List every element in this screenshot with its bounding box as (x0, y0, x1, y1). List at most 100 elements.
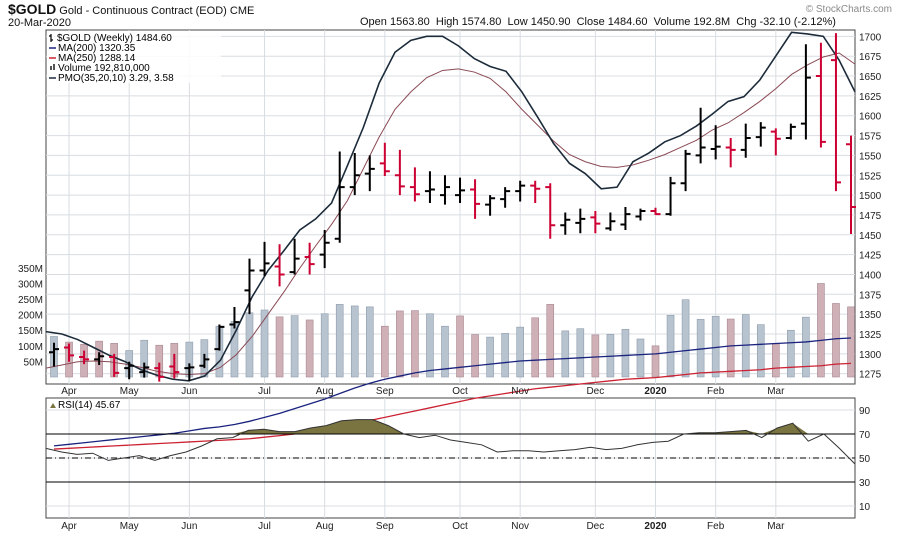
volume-axis-label: 300M (18, 279, 43, 290)
volume-value: 192.8M (693, 16, 731, 28)
ohlc-bar (770, 128, 781, 156)
price-tick-label: 1500 (859, 191, 882, 202)
price-x-tick-label: Dec (586, 386, 604, 397)
ohlc-bar (800, 44, 811, 140)
rsi-x-tick-label: Mar (767, 521, 785, 532)
rsi-x-tick-label: Feb (707, 521, 725, 532)
ohlc-bar (64, 343, 75, 362)
volume-bar (726, 318, 735, 378)
volume-bar (666, 314, 675, 378)
price-tick-label: 1700 (859, 32, 882, 43)
ohlc-bar (124, 361, 135, 380)
rsi-x-tick-label: Sep (376, 521, 394, 532)
ohlc-bar (289, 238, 300, 275)
ohlc-bar (184, 363, 195, 381)
volume-bar (305, 319, 314, 378)
pmo-line (45, 31, 856, 382)
price-tick-label: 1675 (859, 52, 882, 63)
rsi-legend-icon (50, 403, 56, 408)
volume-bar (576, 328, 585, 378)
low-label: Low (507, 16, 528, 28)
legend-volume: Volume 192,810,000 (58, 63, 150, 74)
volume-bar (802, 316, 810, 378)
legend-ma250: MA(250) 1288.14 (58, 53, 136, 64)
ohlc-bar (785, 123, 796, 140)
ohlc-bar (154, 362, 165, 382)
volume-bar (456, 315, 464, 378)
ohlc-bar (620, 207, 631, 231)
ma250-line (53, 362, 852, 450)
volume-bar (847, 306, 855, 378)
rsi-x-tick-label: Nov (511, 521, 529, 532)
rsi-tick-label: 90 (859, 406, 871, 417)
instrument-name: Gold - Continuous Contract (EOD) (59, 5, 227, 17)
high-value: 1574.80 (461, 16, 502, 28)
open-value: 1563.80 (389, 16, 430, 28)
ohlc-bar (349, 153, 360, 196)
price-x-tick-label: 2020 (644, 386, 667, 397)
rsi-layer (45, 419, 856, 483)
volume-bar (365, 306, 374, 378)
volume-bar (320, 313, 329, 378)
price-tick-label: 1350 (859, 310, 882, 321)
ohlc-bar (710, 125, 721, 160)
ohlc-bar (94, 352, 105, 365)
price-tick-label: 1425 (859, 251, 882, 262)
ohlc-bar (635, 208, 646, 221)
rsi-x-tick-label: Jul (258, 521, 271, 532)
ohlc-bar (319, 230, 330, 269)
price-x-tick-label: Apr (61, 386, 77, 397)
chg-value: -32.10 (-2.12%) (759, 16, 836, 28)
rsi-tick-label: 50 (859, 454, 871, 465)
ohlc-bar (830, 33, 841, 192)
symbol-title: $GOLD (8, 1, 57, 17)
volume-bar (381, 325, 389, 378)
chg-label: Chg (736, 16, 757, 28)
date-label: 20-Mar-2020 (8, 17, 71, 29)
rsi-tick-label: 70 (859, 430, 871, 441)
ohlc-bar (755, 122, 766, 147)
open-label: Open (360, 16, 387, 28)
ohlc-bar (725, 137, 736, 168)
rsi-x-tick-label: Aug (316, 521, 334, 532)
volume-axis-label: 100M (18, 342, 43, 353)
volume-bar (561, 330, 570, 378)
ohlc-bar (680, 149, 691, 192)
axis-layer: 1275 1300 1325 1350 1375 1400 1425 1450 1475 1500… (18, 32, 882, 532)
volume-bar (275, 316, 284, 378)
volume-bar (817, 283, 825, 378)
volume-axis-label: 350M (18, 264, 43, 275)
ohlc-bar (394, 149, 405, 196)
volume-bar (260, 309, 269, 378)
rsi-tick-label: 30 (859, 478, 871, 489)
ohlc-bar (79, 350, 90, 365)
ohlc-bar (485, 195, 496, 216)
ohlc-bar (199, 353, 210, 369)
rsi-line (45, 419, 856, 465)
price-x-tick-label: Feb (707, 386, 725, 397)
price-x-tick-label: Mar (767, 386, 785, 397)
price-legend: $GOLD (Weekly) 1484.60 MA(200) 1320.35 M… (47, 31, 221, 84)
price-tick-label: 1450 (859, 231, 882, 242)
exchange-label: CME (229, 5, 255, 17)
ohlc-bar (439, 175, 450, 205)
rsi-legend: RSI(14) 45.67 (50, 400, 121, 411)
price-tick-label: 1400 (859, 270, 882, 281)
ohlc-bar (590, 210, 601, 234)
volume-bar (290, 315, 299, 378)
ohlc-bar (740, 123, 751, 158)
ohlc-bar (560, 212, 571, 235)
rsi-x-tick-label: Apr (61, 521, 77, 532)
volume-bar (756, 324, 765, 378)
volume-bar (426, 313, 434, 378)
volume-bar (471, 334, 479, 378)
close-label: Close (576, 16, 605, 28)
volume-bar (350, 305, 359, 378)
ohlc-bar (304, 242, 315, 275)
volume-axis-label: 250M (18, 295, 43, 306)
ohlc-bar (470, 179, 481, 219)
volume-bar (621, 329, 630, 378)
volume-axis-label: 50M (24, 357, 43, 368)
price-tick-label: 1375 (859, 290, 882, 301)
